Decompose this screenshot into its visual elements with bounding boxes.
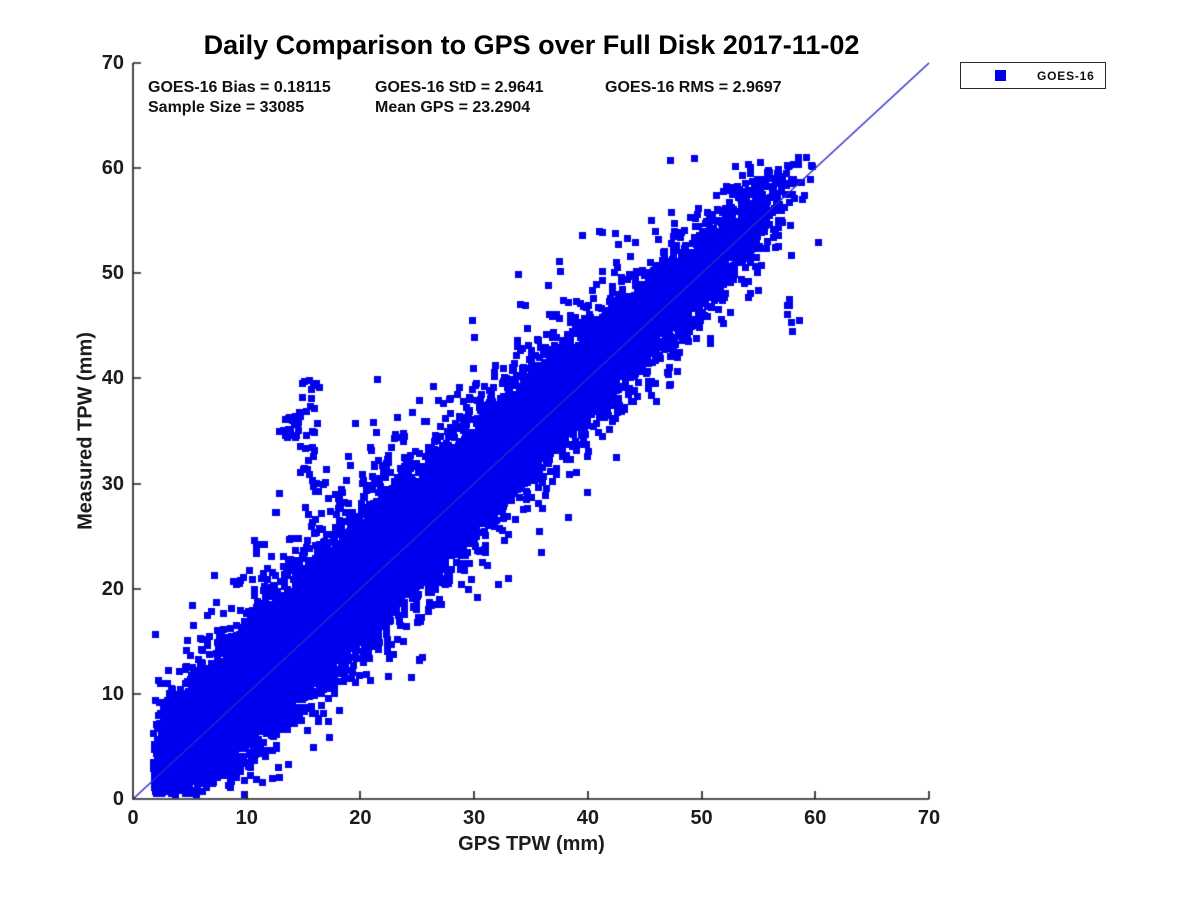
y-tick-label: 10 [101,682,124,705]
x-tick-label: 0 [127,807,139,829]
legend-marker-square [995,70,1006,81]
y-tick-label: 50 [101,262,124,285]
x-tick-label: 70 [917,807,941,829]
x-tick-label: 30 [463,807,486,829]
y-tick-label: 20 [101,577,124,600]
y-tick-label: 70 [101,52,124,74]
y-tick-label: 60 [101,157,124,180]
x-axis-label: GPS TPW (mm) [458,833,605,855]
y-tick-label: 30 [101,472,124,495]
x-tick-label: 10 [235,807,258,829]
legend-series-label: GOES-16 [1037,68,1095,83]
x-tick-label: 20 [349,807,372,829]
y-tick-label: 0 [112,788,124,810]
legend-box: GOES-16 [960,62,1106,89]
y-tick-label: 40 [101,367,124,390]
x-tick-label: 50 [690,807,713,829]
x-tick-label: 40 [576,807,599,829]
x-tick-label: 60 [804,807,827,829]
y-axis-label: Measured TPW (mm) [74,332,97,530]
